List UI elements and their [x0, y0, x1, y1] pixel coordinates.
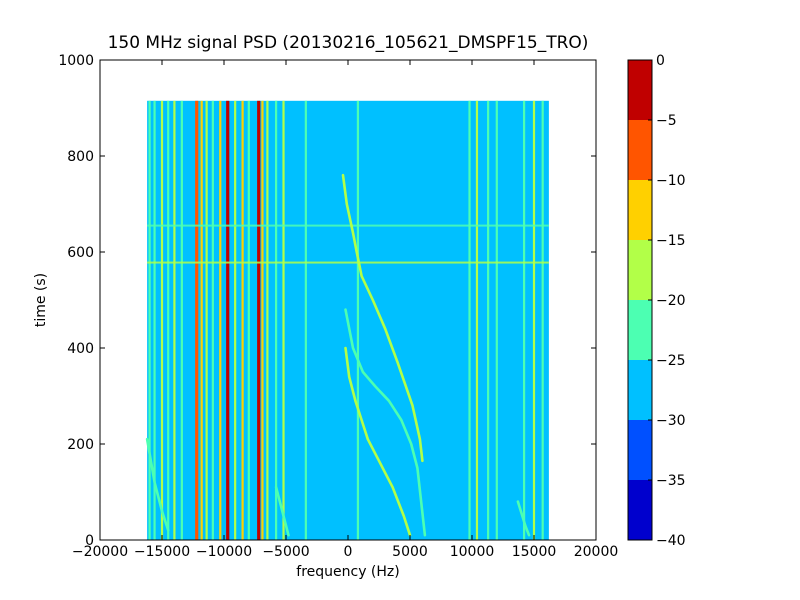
colorbar-band-0 — [628, 60, 652, 120]
spectral-line-8 — [205, 100, 208, 540]
spectral-line-25 — [495, 100, 498, 540]
y-axis-label: time (s) — [33, 273, 49, 327]
colorbar-tick-label: 0 — [656, 53, 665, 69]
spectral-line-21 — [356, 100, 360, 540]
x-tick-label: −15000 — [134, 544, 190, 560]
y-tick-label: 600 — [67, 245, 94, 261]
x-tick-label: 15000 — [512, 544, 557, 560]
spectral-line-15 — [257, 100, 261, 540]
spectral-line-1 — [153, 100, 156, 540]
spectral-line-22 — [468, 100, 471, 540]
spectral-line-16 — [261, 100, 264, 540]
spectral-line-27 — [532, 100, 536, 540]
spectral-line-0 — [148, 100, 151, 540]
colorbar-band-7 — [628, 480, 652, 540]
colorbar-tick-label: −40 — [656, 533, 686, 549]
spectral-line-3 — [167, 100, 170, 540]
spectral-line-10 — [219, 100, 222, 540]
spectral-line-24 — [487, 100, 490, 540]
colorbar-band-1 — [628, 120, 652, 180]
colorbar-band-2 — [628, 180, 652, 240]
doppler-trace-5 — [274, 485, 290, 537]
colorbar-tick-label: −25 — [656, 353, 686, 369]
colorbar-tick-label: −30 — [656, 413, 686, 429]
time-streak-1 — [147, 261, 549, 264]
x-tick-label: 0 — [344, 544, 353, 560]
y-tick-label: 0 — [85, 533, 94, 549]
time-streak-0 — [147, 224, 549, 227]
colorbar-tick-label: −10 — [656, 173, 686, 189]
spectral-line-20 — [304, 100, 307, 540]
spectral-line-26 — [522, 100, 526, 540]
colorbar-band-4 — [628, 300, 652, 360]
spectral-line-5 — [180, 100, 183, 540]
x-tick-label: 20000 — [574, 544, 619, 560]
x-tick-label: −20000 — [72, 544, 128, 560]
y-tick-label: 800 — [67, 149, 94, 165]
doppler-trace-1 — [344, 346, 412, 537]
spectral-line-17 — [266, 100, 269, 540]
y-tick-label: 400 — [67, 341, 94, 357]
spectral-line-4 — [173, 100, 176, 540]
spectral-line-11 — [226, 100, 230, 540]
spectral-line-14 — [247, 100, 250, 540]
colorbar-tick-label: −20 — [656, 293, 686, 309]
colorbar-band-6 — [628, 420, 652, 480]
colorbar-tick-label: −35 — [656, 473, 686, 489]
colorbar-band-3 — [628, 240, 652, 300]
spectral-line-23 — [475, 100, 479, 540]
spectral-line-6 — [195, 100, 199, 540]
x-tick-label: −5000 — [262, 544, 309, 560]
spectral-line-19 — [282, 100, 285, 540]
x-tick-label: −10000 — [196, 544, 252, 560]
spectral-line-18 — [274, 100, 278, 540]
x-axis-label: frequency (Hz) — [296, 564, 399, 580]
colorbar: 0 −5 −10 −15 −20 −25 −30 −35 −40 — [627, 53, 686, 549]
axis-ticks: −20000 −15000 −10000 −5000 0 5000 10000 15000 20… — [58, 53, 618, 560]
doppler-trace-3 — [145, 437, 170, 532]
x-tick-label: 5000 — [392, 544, 428, 560]
doppler-trace-4 — [516, 500, 531, 537]
doppler-trace-0 — [341, 173, 424, 463]
spectral-line-12 — [234, 100, 237, 540]
y-tick-label: 200 — [67, 437, 94, 453]
chart-title: 150 MHz signal PSD (20130216_105621_DMSP… — [108, 33, 589, 53]
doppler-trace-2 — [344, 308, 427, 537]
x-tick-label: 10000 — [450, 544, 495, 560]
spectral-line-28 — [541, 100, 544, 540]
spectral-line-7 — [200, 100, 203, 540]
spectral-line-13 — [241, 100, 244, 540]
y-tick-label: 1000 — [58, 53, 94, 69]
colorbar-band-5 — [628, 360, 652, 420]
spectral-line-2 — [160, 100, 164, 540]
colorbar-tick-label: −5 — [656, 113, 677, 129]
colorbar-tick-label: −15 — [656, 233, 686, 249]
spectrogram-heatmap — [145, 100, 549, 540]
spectral-line-9 — [211, 100, 214, 540]
